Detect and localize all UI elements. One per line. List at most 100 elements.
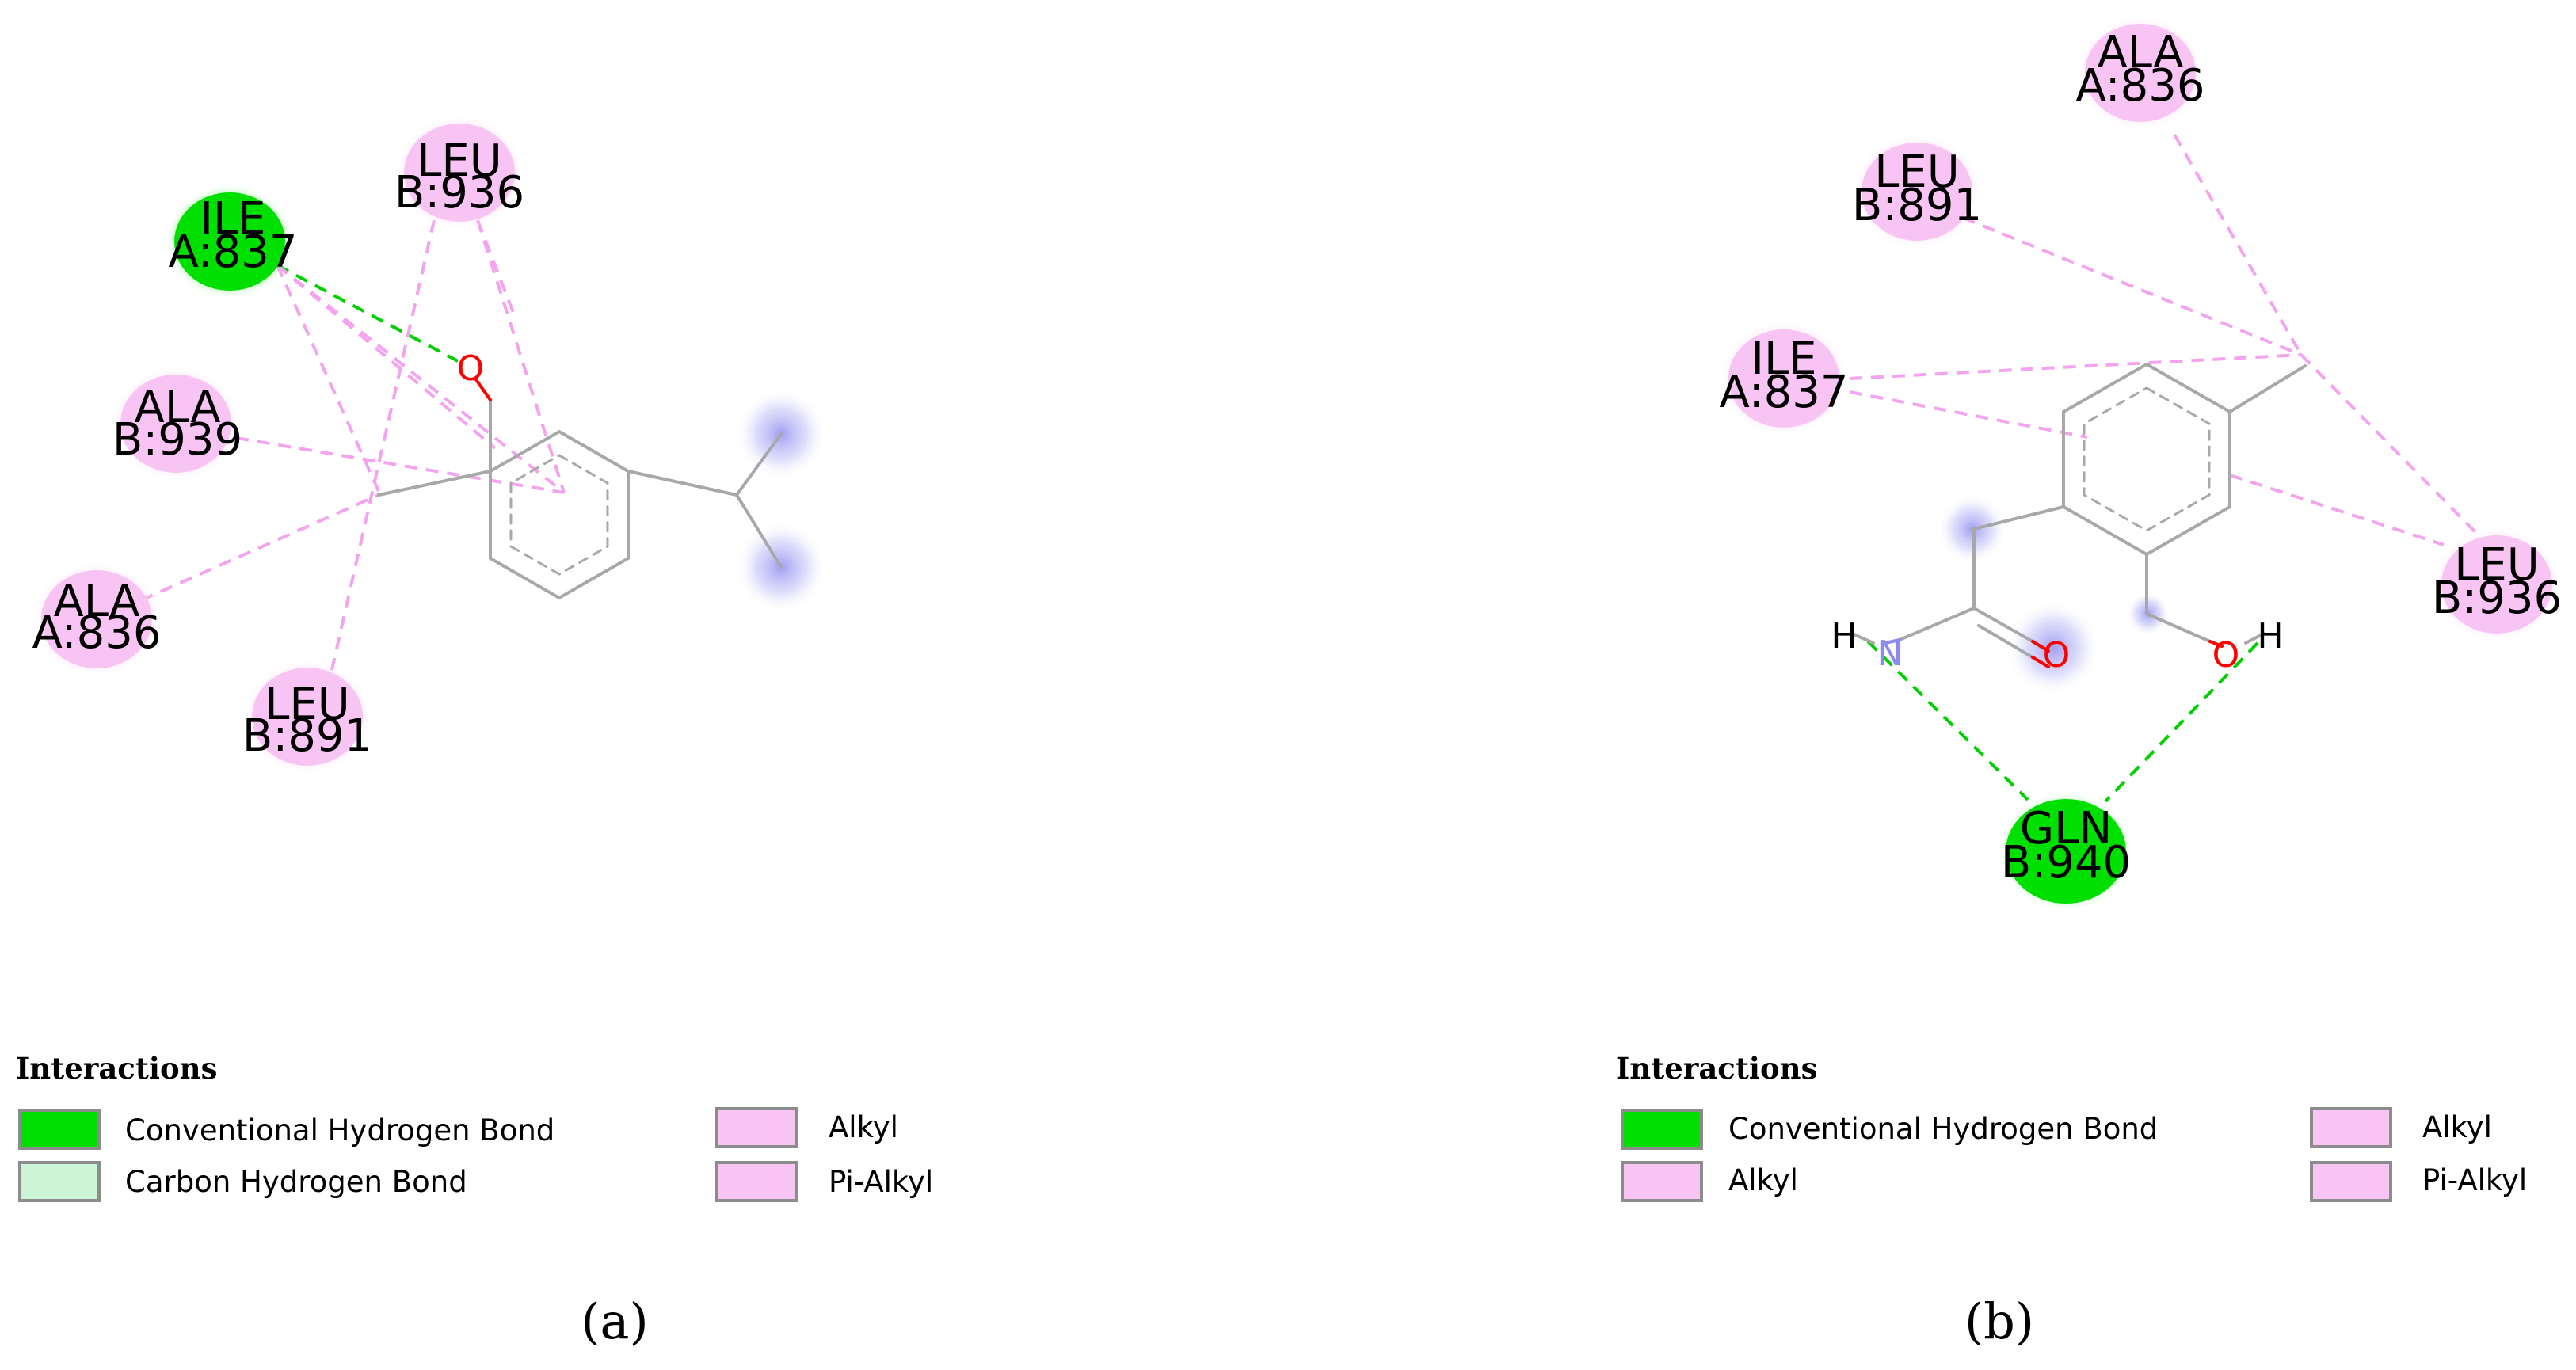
residue-chain-id: A:837 [168, 226, 297, 278]
residue-ala-a836: ALA A:836 [2075, 15, 2205, 131]
bond [735, 493, 783, 569]
bond [377, 470, 492, 497]
legend-title: Interactions [1616, 1051, 1817, 1086]
legend-swatch [1621, 1109, 1703, 1150]
atom-label: O [2212, 635, 2240, 675]
legend-a: Interactions Conventional Hydrogen Bond … [16, 1051, 933, 1202]
residue-leu-b936: LEU B:936 [394, 115, 524, 230]
alkyl-line [2300, 353, 2477, 534]
residue-disk [41, 570, 152, 668]
bond [2031, 656, 2050, 668]
panel-a: O ILE A:837 LEU B:936 ALA B:939 ALA A:83… [16, 115, 933, 1350]
residue-chain-id: B:940 [2001, 837, 2131, 889]
residue-name: ILE [200, 193, 265, 245]
atom-label: N [1877, 634, 1903, 674]
alkyl-line [330, 219, 436, 674]
residue-name: ALA [53, 576, 139, 627]
residue-disk [2441, 535, 2552, 634]
alkyl-line [1962, 216, 2302, 356]
solvent-halo [2006, 600, 2101, 695]
atom-label: H [2257, 616, 2283, 656]
legend-label: Conventional Hydrogen Bond [125, 1113, 554, 1147]
residue-chain-id: A:836 [2075, 60, 2204, 112]
residue-chain-id: B:936 [2432, 573, 2562, 624]
residue-gln-b940: GLN B:940 [1999, 791, 2133, 911]
residue-name: ILE [1751, 333, 1816, 385]
benzene-ring [2062, 362, 2231, 557]
residue-chain-id: B:891 [1852, 180, 1982, 231]
bond [474, 377, 492, 401]
panel-caption: (a) [581, 1292, 648, 1350]
residue-ile-a837: ILE A:837 [165, 184, 298, 299]
legend-label: Carbon Hydrogen Bond [125, 1165, 467, 1199]
legend-swatch [715, 1107, 798, 1148]
legend-label: Alkyl [2422, 1110, 2492, 1144]
ligand-b [1850, 362, 2307, 668]
hydrogen-bond-line [2104, 641, 2259, 803]
residue-ala-a836: ALA A:836 [32, 561, 162, 677]
legend-label: Alkyl [1728, 1163, 1798, 1197]
alkyl-line [140, 493, 379, 602]
legend-b: Interactions Conventional Hydrogen Bond … [1616, 1051, 2527, 1202]
residue-leu-b891: LEU B:891 [242, 659, 372, 774]
residue-leu-b936: LEU B:936 [2432, 527, 2562, 642]
residue-chain-id: B:939 [112, 414, 242, 466]
alkyl-line [2173, 134, 2303, 356]
bond [1884, 638, 1901, 645]
legend-label: Pi-Alkyl [829, 1165, 933, 1199]
residue-disk [174, 192, 285, 291]
interaction-lines [1849, 134, 2477, 803]
alkyl-line [1849, 390, 2088, 439]
residue-disk [1728, 329, 1839, 428]
alkyl-line [476, 219, 516, 318]
residue-name: GLN [2020, 803, 2112, 854]
hydrogen-bond-line [276, 264, 459, 363]
panel-caption: (b) [1964, 1292, 2034, 1350]
ligand-a [377, 377, 783, 600]
bond [2145, 612, 2212, 643]
legend-label: Alkyl [829, 1110, 898, 1144]
bond [1977, 624, 2034, 659]
legend-swatch [715, 1161, 798, 1202]
residue-disk [404, 124, 515, 222]
residue-name: LEU [2454, 539, 2540, 591]
atom-label: O [2043, 635, 2071, 675]
bond [2208, 640, 2224, 648]
residue-leu-b891: LEU B:891 [1852, 134, 1982, 249]
aromatic-inner-ring [509, 454, 609, 576]
residue-chain-id: A:837 [1719, 367, 1848, 418]
alkyl-line [276, 264, 380, 492]
atom-label: H [1831, 616, 1857, 656]
legend-swatch [1621, 1161, 1703, 1202]
legend-swatch [18, 1161, 101, 1202]
panel-b: H N O O H ALA A:836 LEU B:891 ILE A:837 … [1616, 15, 2562, 1350]
residue-name: ALA [134, 382, 220, 433]
residue-name: LEU [1874, 147, 1960, 198]
bond [1850, 632, 1875, 645]
bond [1972, 505, 2065, 531]
alkyl-line [2229, 474, 2445, 546]
residue-name: LEU [265, 679, 350, 730]
bond [627, 470, 738, 497]
hydrogen-bond-line [1866, 640, 2029, 801]
bond [2031, 640, 2050, 653]
residue-disk [120, 375, 231, 473]
legend-label: Conventional Hydrogen Bond [1728, 1112, 2158, 1146]
bond [2244, 632, 2265, 645]
residue-disk [252, 668, 363, 766]
legend-title: Interactions [16, 1051, 217, 1086]
bond [1972, 607, 2034, 643]
alkyl-line [476, 219, 566, 493]
residue-name: ALA [2097, 27, 2183, 78]
residue-disk [2085, 24, 2196, 122]
legend-swatch [2310, 1161, 2392, 1202]
residue-chain-id: A:836 [32, 607, 161, 659]
residue-disk [2006, 799, 2126, 904]
legend-swatch [18, 1109, 101, 1150]
residue-disk [1862, 143, 1972, 241]
residue-name: LEU [417, 135, 502, 187]
bond [1898, 607, 1976, 641]
alkyl-line [1849, 353, 2302, 380]
residue-chain-id: B:891 [242, 710, 372, 762]
